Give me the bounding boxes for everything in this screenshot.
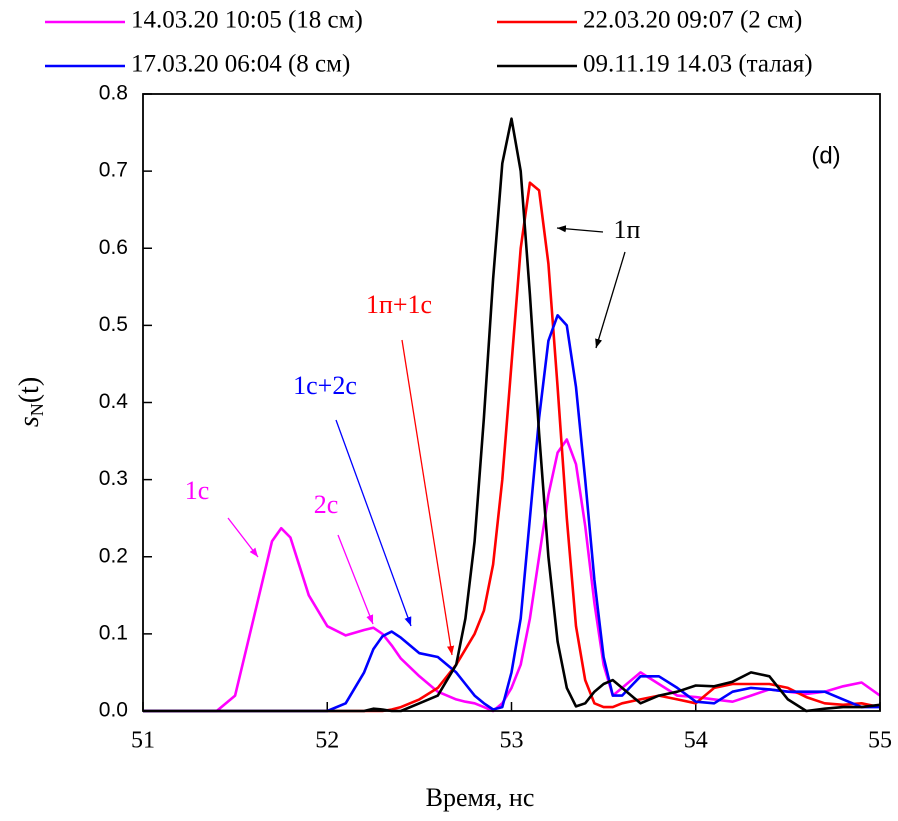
annotation: 1с <box>185 476 210 505</box>
x-tick-label: 54 <box>684 728 708 754</box>
y-tick-label: 0.1 <box>99 621 128 644</box>
y-tick-label: 0.8 <box>99 82 128 105</box>
series-line <box>143 438 881 713</box>
y-label-part: N <box>27 403 47 416</box>
annotation-arrow <box>401 339 455 656</box>
x-tick-label: 52 <box>315 728 339 754</box>
annotation-arrow <box>556 225 604 233</box>
y-label-part: (t) <box>14 377 45 403</box>
y-label-part: s <box>14 416 45 427</box>
legend-label: 14.03.20 10:05 (18 см) <box>131 7 363 34</box>
y-tick-label: 0.2 <box>99 544 128 567</box>
legend-label: 09.11.19 14.03 (талая) <box>583 51 813 78</box>
series-line <box>143 181 881 713</box>
legend-label: 17.03.20 06:04 (8 см) <box>131 51 350 78</box>
y-tick-label: 0.3 <box>99 467 128 490</box>
x-tick-label: 53 <box>500 728 524 754</box>
x-tick-label: 51 <box>131 728 155 754</box>
panel-label: (d) <box>811 142 840 169</box>
x-tick-label: 55 <box>868 728 892 754</box>
annotation: 1п+1с <box>366 290 432 319</box>
annotation-arrow <box>337 534 374 625</box>
annotation-arrow <box>227 517 259 558</box>
y-tick-label: 0.4 <box>99 390 129 413</box>
annotation-arrow <box>595 251 626 349</box>
x-axis-label: Время, нс <box>426 783 535 812</box>
y-tick-label: 0.5 <box>99 313 128 336</box>
y-tick-label: 0.7 <box>99 159 128 182</box>
y-axis-label: sN(t) <box>14 377 47 427</box>
annotation: 1с+2с <box>293 371 357 400</box>
annotation: 2с <box>314 490 339 519</box>
y-tick-label: 0.0 <box>99 699 128 722</box>
legend-label: 22.03.20 09:07 (2 см) <box>583 7 802 34</box>
annotation: 1п <box>614 215 641 244</box>
plot-frame <box>142 93 881 712</box>
annotation-arrow <box>335 419 412 627</box>
y-tick-label: 0.6 <box>99 236 128 259</box>
